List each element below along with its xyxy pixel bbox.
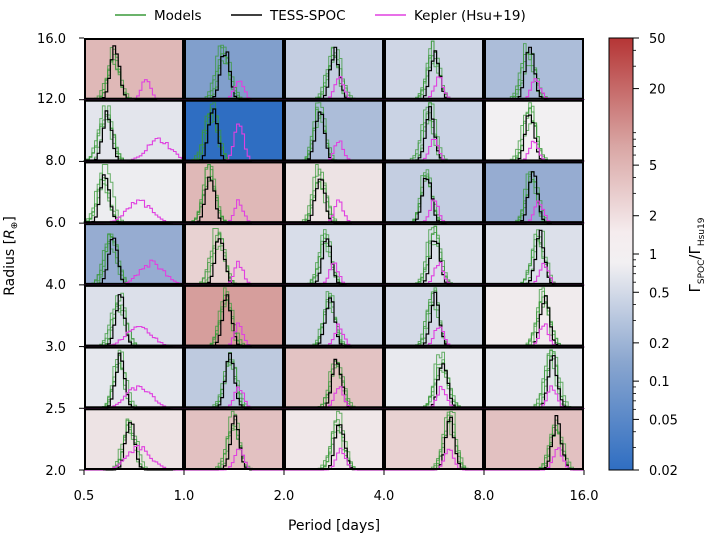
cell-frame	[384, 284, 484, 347]
y-tick-label: 6.0	[45, 216, 66, 231]
x-tick-label: 0.5	[74, 489, 95, 504]
heatmap-cell	[84, 284, 184, 347]
colorbar-label: ΓSPOC/ΓHsu19	[686, 217, 707, 292]
colorbar-ticks: 50 20 5 2 1 0.5 0.2 0.1 0.05 0.02	[633, 32, 678, 479]
heatmap-cell	[484, 408, 584, 470]
cell-frame	[84, 346, 184, 409]
heatmap-cell	[84, 99, 184, 162]
cell-frame	[384, 408, 484, 470]
colorbar-tick-label: 0.5	[649, 286, 670, 301]
kepler-histogram	[184, 448, 284, 471]
x-tick-label: 1.0	[174, 489, 195, 504]
cell-frame	[184, 408, 284, 470]
y-tick-label: 3.0	[45, 340, 66, 355]
cell-frame	[184, 284, 284, 347]
cell-frame	[84, 161, 184, 224]
heatmap-cell	[384, 408, 484, 470]
y-tick-label: 16.0	[37, 32, 66, 47]
heatmap-cell	[484, 346, 584, 409]
cell-frame	[84, 99, 184, 162]
legend-label-kepler: Kepler (Hsu+19)	[414, 8, 526, 24]
x-tick-label: 8.0	[474, 489, 495, 504]
legend-label-tess-spoc: TESS-SPOC	[269, 8, 346, 24]
colorbar-tick-label: 20	[649, 83, 666, 98]
heatmap-cell	[84, 346, 184, 409]
cell-frame	[284, 408, 384, 470]
cell-frame	[184, 99, 284, 162]
cell-frame	[184, 223, 284, 285]
cell-frame	[284, 38, 384, 100]
x-axis-title: Period [days]	[288, 518, 380, 534]
cell-frame	[484, 346, 584, 409]
cell-frame	[84, 408, 184, 470]
cell-frame	[384, 161, 484, 224]
colorbar-tick-label: 0.02	[649, 464, 678, 479]
cell-frame	[484, 284, 584, 347]
colorbar-gradient	[608, 37, 634, 471]
x-tick-label: 4.0	[374, 489, 395, 504]
cell-frame	[384, 38, 484, 100]
x-tick-label: 2.0	[274, 489, 295, 504]
cell-frame	[284, 284, 384, 347]
cell-frame	[84, 284, 184, 347]
colorbar-tick-label: 50	[649, 32, 666, 47]
cell-frame	[284, 346, 384, 409]
colorbar: 50 20 5 2 1 0.5 0.2 0.1 0.05 0.02	[608, 32, 678, 479]
cell-frame	[484, 161, 584, 224]
cell-frame	[284, 223, 384, 285]
y-tick-label: 2.5	[45, 402, 66, 417]
kepler-histogram	[284, 447, 384, 471]
y-tick-label: 8.0	[45, 154, 66, 169]
cell-frame	[384, 99, 484, 162]
cell-frame	[184, 38, 284, 100]
y-axis-ticks: 2.0 2.5 3.0 4.0 6.0 8.0 12.0 16.0	[37, 32, 66, 479]
heatmap-cell	[184, 99, 284, 162]
cells-layer	[84, 38, 584, 470]
colorbar-tick-label: 5	[649, 159, 657, 174]
legend-label-models: Models	[154, 8, 202, 24]
heatmap-cell	[84, 161, 184, 224]
cell-frame	[284, 161, 384, 224]
cell-frame	[84, 223, 184, 285]
cell-frame	[484, 99, 584, 162]
cell-frame	[84, 38, 184, 100]
cell-frame	[484, 223, 584, 285]
y-tick-label: 12.0	[37, 92, 66, 107]
colorbar-tick-label: 0.2	[649, 337, 670, 352]
colorbar-tick-label: 1	[649, 248, 657, 263]
legend: Models TESS-SPOC Kepler (Hsu+19)	[115, 8, 526, 24]
colorbar-tick-label: 0.1	[649, 375, 670, 390]
cell-frame	[384, 223, 484, 285]
cell-frame	[484, 408, 584, 470]
y-tick-label: 2.0	[45, 464, 66, 479]
cell-borders	[79, 37, 585, 475]
y-tick-label: 4.0	[45, 278, 66, 293]
colorbar-tick-label: 0.05	[649, 413, 678, 428]
colorbar-tick-label: 2	[649, 210, 657, 225]
x-axis-ticks: 0.5 1.0 2.0 4.0 8.0 16.0	[74, 489, 599, 504]
x-tick-label: 16.0	[570, 489, 599, 504]
cell-frame	[384, 346, 484, 409]
cell-frame	[484, 38, 584, 100]
cell-frame	[184, 346, 284, 409]
heatmap-cell	[84, 38, 184, 100]
cell-frame	[284, 99, 384, 162]
cell-frame	[184, 161, 284, 224]
y-axis-title: Radius [R⊕]	[2, 216, 20, 296]
